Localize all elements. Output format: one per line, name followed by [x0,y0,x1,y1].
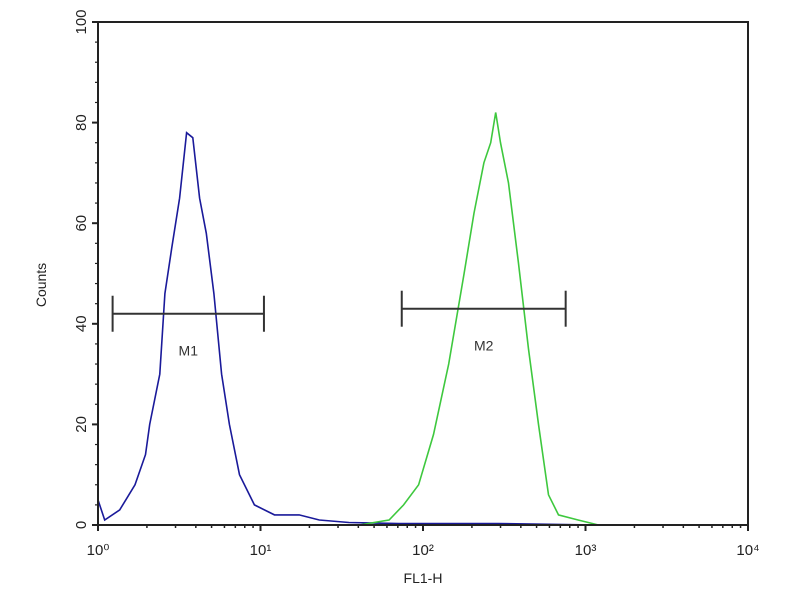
marker-m1: M1 [111,295,265,359]
y-tick-label: 40 [73,315,90,332]
x-tick-label: 10¹ [250,542,272,559]
marker-label: M1 [179,343,199,359]
x-tick-label: 10⁴ [736,542,759,559]
x-tick-label: 10⁰ [87,542,110,559]
y-axis-title: Counts [33,263,49,307]
plot-frame [97,21,749,526]
marker-m2: M2 [400,290,567,354]
y-tick-label: 0 [73,521,90,529]
x-tick-label: 10³ [575,542,597,559]
series-line-1 [97,131,748,526]
x-axis-title: FL1-H [404,570,443,586]
y-tick-label: 100 [73,9,90,34]
y-tick-label: 20 [73,416,90,433]
x-tick-label: 10² [412,542,434,559]
y-tick-label: 60 [73,215,90,232]
y-tick-label: 80 [73,114,90,131]
series-line-2 [98,112,748,526]
marker-label: M2 [474,338,494,354]
